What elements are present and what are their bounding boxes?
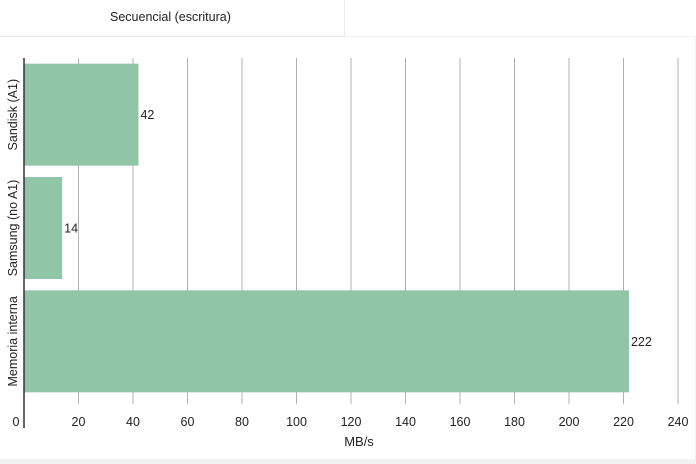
chart-tab[interactable]: Secuencial (escritura) [0, 0, 345, 37]
data-label: 222 [631, 335, 652, 349]
labels: 0 20 40 60 80 100 120 140 160 180 200 220 240 42 Sandi… [6, 79, 688, 449]
x-tick-label: 200 [559, 415, 580, 429]
x-tick-label: 0 [13, 415, 20, 429]
bar [24, 177, 63, 279]
x-tick-label: 80 [235, 415, 249, 429]
bar [24, 63, 139, 166]
x-tick-label: 140 [395, 415, 416, 429]
x-tick-label: 180 [504, 415, 525, 429]
x-tick-label: 100 [286, 415, 307, 429]
bar [24, 290, 629, 393]
data-label: 14 [64, 222, 78, 236]
x-tick-label: 160 [450, 415, 471, 429]
category-label: Sandisk (A1) [6, 79, 20, 151]
x-tick-label: 40 [126, 415, 140, 429]
x-tick-label: 60 [181, 415, 195, 429]
chart-tab-label: Secuencial (escritura) [110, 10, 231, 24]
x-axis-title: MB/s [344, 434, 374, 449]
x-tick-label: 240 [668, 415, 689, 429]
bars [24, 63, 629, 393]
category-label: Samsung (no A1) [6, 180, 20, 277]
data-label: 42 [140, 108, 154, 122]
x-tick-label: 120 [341, 415, 362, 429]
category-label: Memoria interna [6, 296, 20, 386]
x-tick-label: 20 [72, 415, 86, 429]
x-tick-label: 220 [613, 415, 634, 429]
